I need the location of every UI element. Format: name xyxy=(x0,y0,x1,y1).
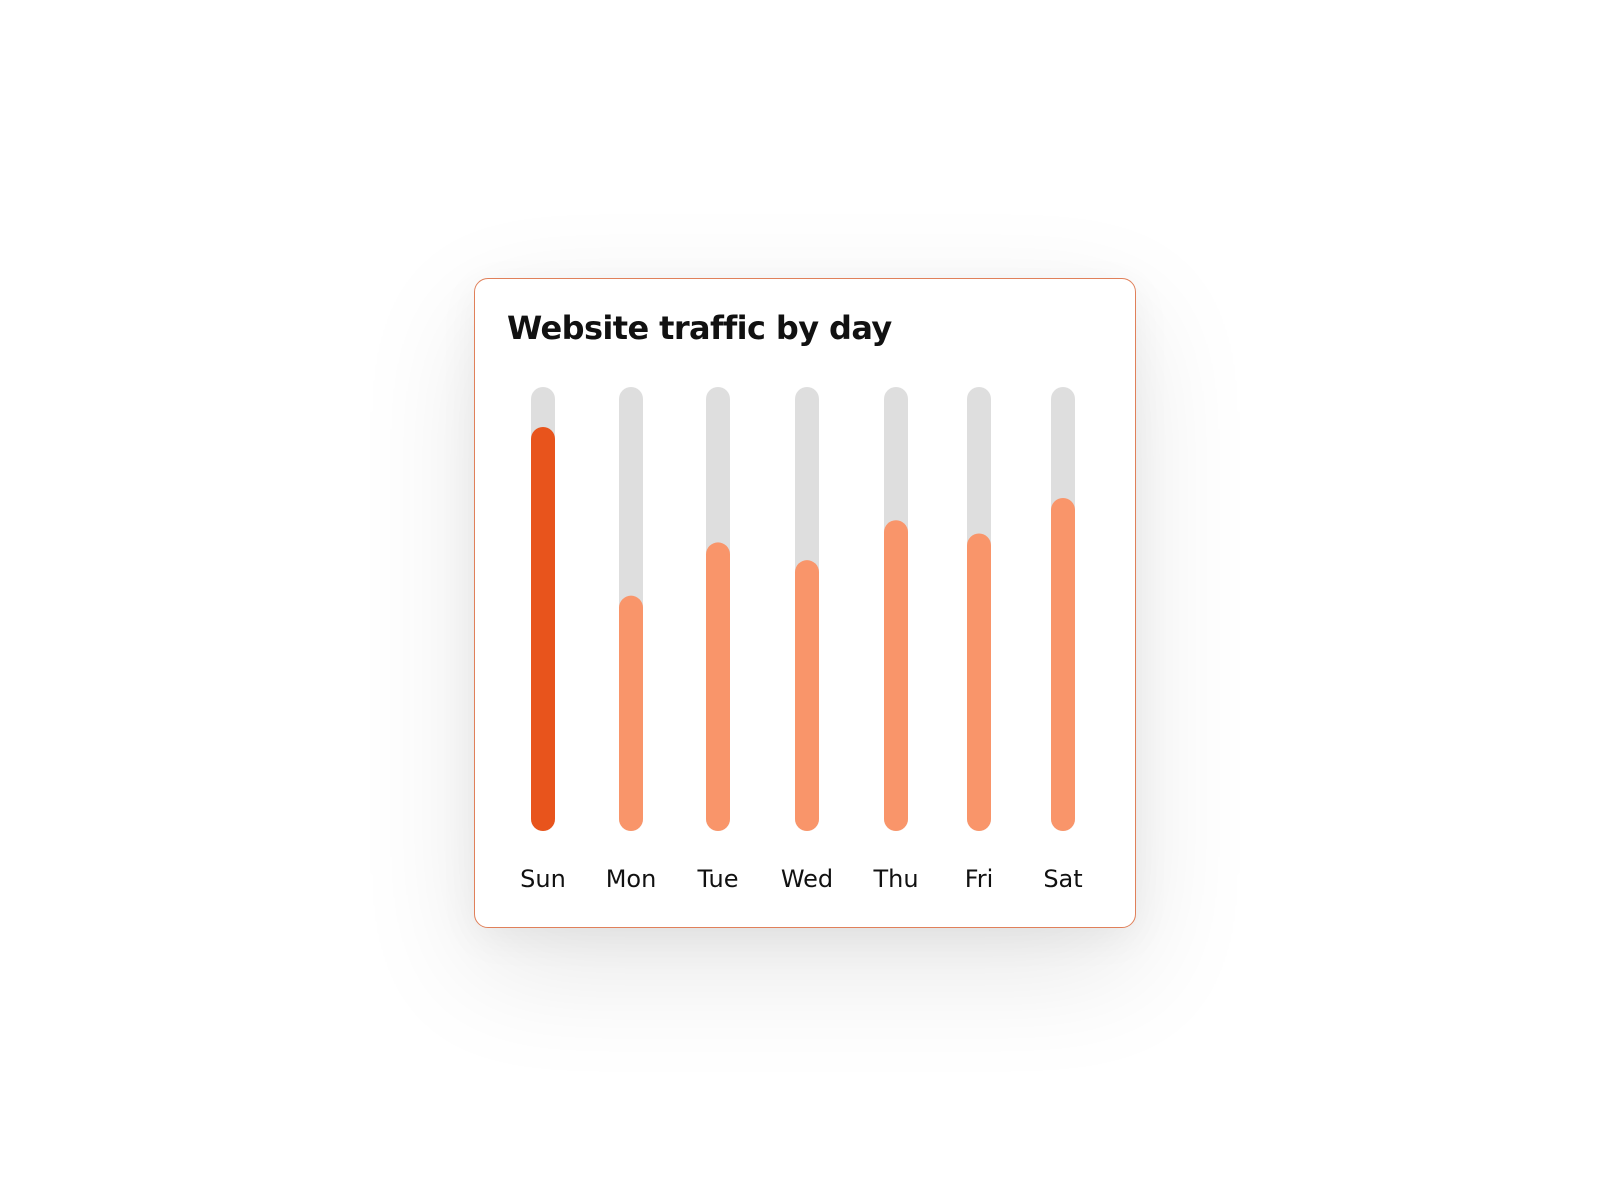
tick-label-sat: Sat xyxy=(1043,865,1082,893)
bar-tue xyxy=(706,542,730,831)
bar-thu xyxy=(884,520,908,831)
tick-label-thu: Thu xyxy=(872,865,918,893)
bar-fri xyxy=(967,533,991,831)
bar-chart: Sun Mon Tue Wed Thu Fri Sat xyxy=(520,387,1083,893)
bar-sun xyxy=(531,426,555,831)
tick-label-fri: Fri xyxy=(965,865,994,893)
chart-card: Website traffic by day Sun Mon Tue Wed Thu Fr… xyxy=(474,278,1136,928)
tick-label-sun: Sun xyxy=(520,865,566,893)
tick-label-wed: Wed xyxy=(781,865,833,893)
tick-label-mon: Mon xyxy=(606,865,657,893)
bar-wed xyxy=(795,560,819,831)
bar-sat xyxy=(1051,498,1075,831)
bar-mon xyxy=(619,595,643,831)
tick-label-tue: Tue xyxy=(697,865,739,893)
chart-title: Website traffic by day xyxy=(507,309,892,347)
